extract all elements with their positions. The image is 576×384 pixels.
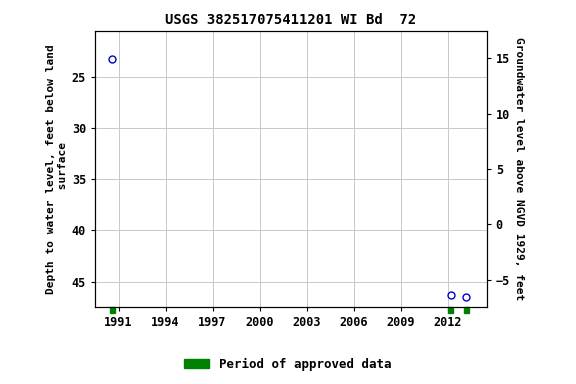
Legend: Period of approved data: Period of approved data	[179, 353, 397, 376]
Bar	[110, 307, 115, 313]
Y-axis label: Groundwater level above NGVD 1929, feet: Groundwater level above NGVD 1929, feet	[514, 37, 524, 301]
Bar	[464, 307, 469, 313]
Title: USGS 382517075411201 WI Bd  72: USGS 382517075411201 WI Bd 72	[165, 13, 416, 27]
Bar	[448, 307, 453, 313]
Y-axis label: Depth to water level, feet below land
 surface: Depth to water level, feet below land su…	[46, 44, 67, 294]
